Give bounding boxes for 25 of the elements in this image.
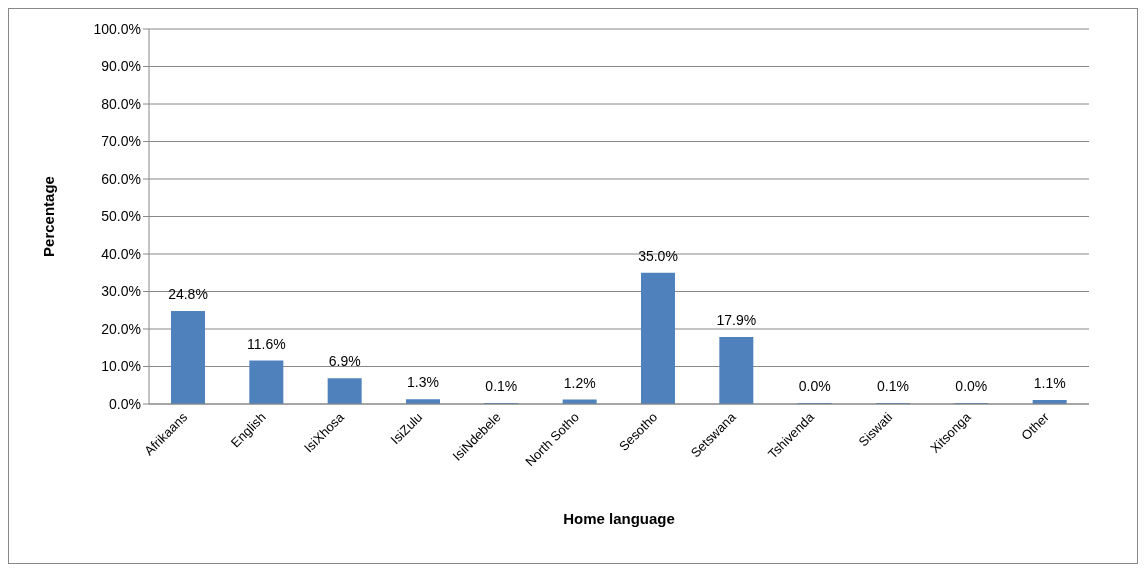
y-tick-label: 0.0% <box>109 395 141 412</box>
data-label: 0.1% <box>877 378 909 394</box>
data-label: 1.1% <box>1033 374 1066 391</box>
data-label: 0.0% <box>955 378 988 394</box>
data-label: 11.6% <box>247 335 286 352</box>
y-tick-label: 40.0% <box>101 245 141 262</box>
y-tick-label: 30.0% <box>101 283 141 300</box>
data-label: 6.9% <box>328 353 361 370</box>
y-tick-label: 100.0% <box>93 20 141 37</box>
y-axis-title: Percentage <box>40 176 58 257</box>
data-label: 1.2% <box>563 374 596 391</box>
data-label: 1.3% <box>407 374 439 391</box>
y-tick-label: 90.0% <box>101 58 141 75</box>
y-tick-label: 80.0% <box>101 95 141 112</box>
y-tick-label: 10.0% <box>101 358 141 375</box>
data-label: 0.1% <box>485 378 518 394</box>
y-tick-label: 50.0% <box>101 208 141 225</box>
x-axis-title: Home language <box>563 510 675 527</box>
data-label: 24.8% <box>168 286 208 302</box>
data-label: 17.9% <box>716 311 757 328</box>
y-tick-label: 60.0% <box>101 170 141 187</box>
data-label: 0.0% <box>798 378 831 394</box>
y-tick-label: 20.0% <box>101 320 141 337</box>
data-label: 35.0% <box>638 247 678 264</box>
y-tick-label: 70.0% <box>101 133 141 150</box>
